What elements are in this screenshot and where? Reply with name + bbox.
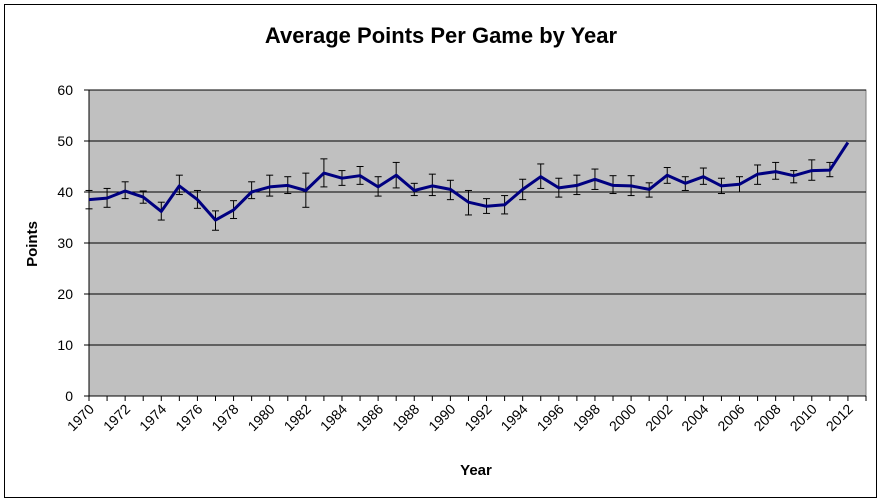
x-tick-label: 1972 xyxy=(100,401,133,434)
x-tick-label: 1974 xyxy=(136,401,169,434)
x-tick-label: 1996 xyxy=(534,401,567,434)
x-tick-label: 1988 xyxy=(389,401,422,434)
x-tick-label: 2008 xyxy=(750,401,783,434)
x-tick-label: 1982 xyxy=(281,401,314,434)
x-tick-label: 1980 xyxy=(244,401,277,434)
y-tick-label: 20 xyxy=(57,286,73,302)
x-tick-label: 2002 xyxy=(642,401,675,434)
x-tick-label: 2010 xyxy=(787,401,820,434)
y-tick-label: 60 xyxy=(57,82,73,98)
x-tick-label: 2012 xyxy=(823,401,856,434)
x-tick-label: 1990 xyxy=(425,401,458,434)
y-tick-label: 10 xyxy=(57,337,73,353)
y-axis-title: Points xyxy=(24,221,41,267)
x-tick-label: 1994 xyxy=(497,401,530,434)
chart-title: Average Points Per Game by Year xyxy=(265,23,618,48)
x-tick-label: 1998 xyxy=(570,401,603,434)
x-tick-label: 1970 xyxy=(64,401,97,434)
y-tick-label: 0 xyxy=(65,388,73,404)
x-tick-label: 1986 xyxy=(353,401,386,434)
x-tick-label: 2006 xyxy=(714,401,747,434)
y-tick-label: 40 xyxy=(57,184,73,200)
series-line xyxy=(88,141,850,222)
x-tick-label: 2004 xyxy=(678,401,711,434)
x-tick-label: 1976 xyxy=(172,401,205,434)
y-tick-label: 30 xyxy=(57,235,73,251)
x-axis-title: Year xyxy=(460,462,492,479)
x-tick-label: 2000 xyxy=(606,401,639,434)
x-tick-label: 1978 xyxy=(208,401,241,434)
x-tick-label: 1984 xyxy=(317,401,350,434)
y-tick-label: 50 xyxy=(57,133,73,149)
x-tick-label: 1992 xyxy=(461,401,494,434)
